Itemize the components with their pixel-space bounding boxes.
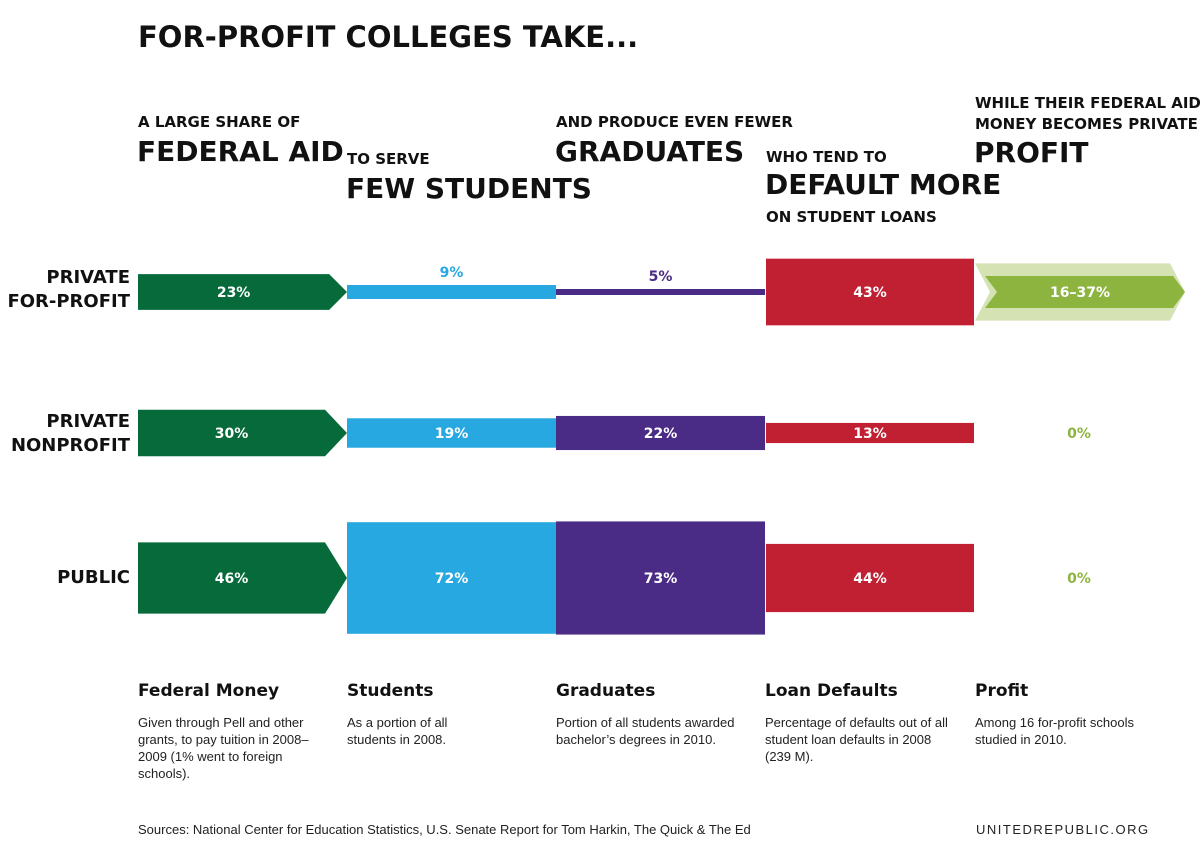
header-defaults-big: DEFAULT MORE <box>765 168 1002 201</box>
data-label-graduates: 22% <box>644 426 678 442</box>
bar-loan-defaults <box>766 543 974 613</box>
legend-title-graduates: Graduates <box>556 681 656 701</box>
legend-desc-students: As a portion of all students in 2008. <box>347 715 448 747</box>
row-label-line: PUBLIC <box>57 567 130 588</box>
bar-students <box>347 418 556 448</box>
header-graduates-big: GRADUATES <box>555 135 745 168</box>
row-label-public: PUBLIC <box>57 566 130 590</box>
legend-desc-profit: Among 16 for-profit schools studied in 2… <box>975 715 1134 747</box>
bar-federal-money <box>138 542 347 614</box>
bar-loan-defaults <box>766 258 974 326</box>
legend-desc-federal: Given through Pell and other grants, to … <box>138 715 309 781</box>
legend-title-students: Students <box>347 681 434 701</box>
data-label-graduates: 73% <box>644 571 678 587</box>
header-students-small: TO SERVE <box>347 150 430 168</box>
bar-profit-range-low <box>985 276 1185 308</box>
data-label-loan-defaults: 44% <box>853 571 887 587</box>
legend-title-defaults: Loan Defaults <box>765 681 898 701</box>
legend-title-profit: Profit <box>975 681 1029 701</box>
row-label-line: FOR-PROFIT <box>7 291 130 312</box>
row-label-nonprofit: PRIVATE NONPROFIT <box>11 410 130 458</box>
data-label-federal-money: 30% <box>215 426 249 442</box>
row-label-for-profit: PRIVATE FOR-PROFIT <box>7 266 130 314</box>
row-label-line: NONPROFIT <box>10 435 130 456</box>
bar-loan-defaults <box>766 422 974 444</box>
data-label-profit: 0% <box>1067 571 1091 587</box>
bar-students <box>347 285 556 299</box>
site-url: UNITEDREPUBLIC.ORG <box>976 822 1150 837</box>
chart: 23% 9% 5% 43% 16–37% 30% 19% 22% 13% 0% 46% 72% 73% 4… <box>138 258 1185 635</box>
bar-graduates <box>556 521 765 635</box>
header-profit-big: PROFIT <box>974 136 1089 169</box>
data-label-federal-money: 23% <box>217 285 251 301</box>
header-defaults-small: WHO TEND TO <box>766 148 887 166</box>
header-federal-big: FEDERAL AID <box>137 135 344 168</box>
legend-title-federal: Federal Money <box>138 681 280 701</box>
header-profit-small-2: MONEY BECOMES PRIVATE <box>975 115 1198 133</box>
data-label-federal-money: 46% <box>215 571 249 587</box>
row-label-line: PRIVATE <box>46 411 130 432</box>
header-defaults-small-bottom: ON STUDENT LOANS <box>766 208 937 226</box>
data-label-students: 9% <box>440 265 464 281</box>
data-label-graduates: 5% <box>649 269 673 285</box>
data-label-profit: 16–37% <box>1050 285 1110 301</box>
data-label-loan-defaults: 43% <box>853 285 887 301</box>
bar-graduates <box>556 289 765 295</box>
bar-federal-money <box>138 409 347 457</box>
header-graduates-small: AND PRODUCE EVEN FEWER <box>556 113 793 131</box>
header-profit-small-1: WHILE THEIR FEDERAL AID <box>975 94 1200 112</box>
header-federal-small: A LARGE SHARE OF <box>138 113 301 131</box>
sources-footer: Sources: National Center for Education S… <box>138 822 751 837</box>
data-label-students: 19% <box>435 426 469 442</box>
legend-desc-defaults: Percentage of defaults out of all studen… <box>765 715 948 764</box>
page-title: FOR-PROFIT COLLEGES TAKE... <box>138 20 639 54</box>
bar-federal-money <box>138 274 347 310</box>
legend-desc-graduates: Portion of all students awarded bachelor… <box>556 715 735 747</box>
bar-students <box>347 522 556 634</box>
row-label-line: PRIVATE <box>46 267 130 288</box>
bar-graduates <box>556 415 765 451</box>
data-label-students: 72% <box>435 571 469 587</box>
header-students-big: FEW STUDENTS <box>346 172 592 205</box>
data-label-loan-defaults: 13% <box>853 426 887 442</box>
data-label-profit: 0% <box>1067 426 1091 442</box>
